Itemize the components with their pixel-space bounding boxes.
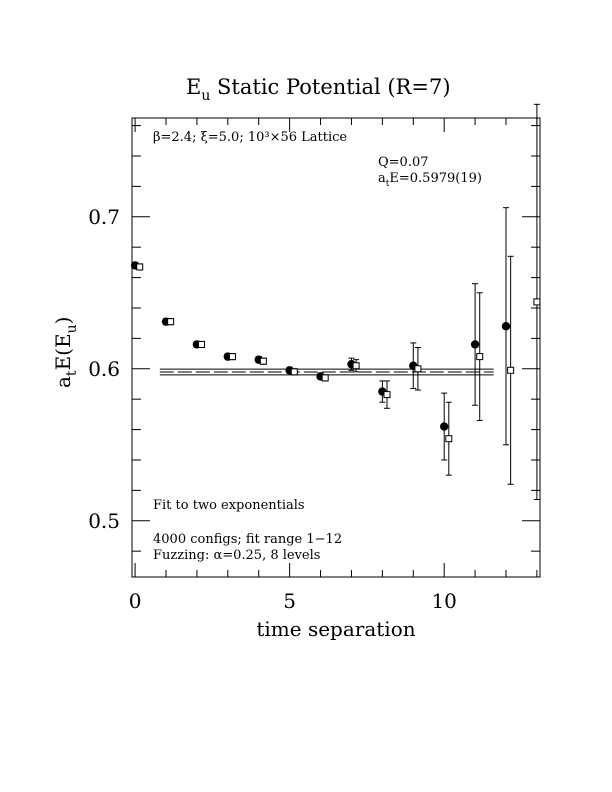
marker-square — [445, 435, 453, 443]
data-point-square — [290, 368, 298, 376]
marker-square — [476, 353, 484, 361]
data-point-circle — [501, 207, 511, 446]
x-tick-label: 10 — [431, 589, 456, 613]
fuzzing-annotation: Fuzzing: α=0.25, 8 levels — [153, 548, 320, 563]
configs-annotation: 4000 configs; fit range 1−12 — [153, 532, 342, 547]
marker-square — [259, 357, 267, 365]
marker-square — [321, 374, 329, 382]
data-point-square — [414, 347, 422, 391]
y-tick-label: 0.6 — [88, 357, 120, 381]
marker-circle — [501, 322, 511, 331]
data-point-square — [321, 374, 329, 382]
lattice-annotation: β=2.4; ξ=5.0; 10³×56 Lattice — [153, 130, 347, 145]
data-point-square — [533, 103, 541, 500]
plot-frame — [131, 117, 541, 578]
fit-type-annotation: Fit to two exponentials — [153, 498, 305, 513]
data-point-square — [136, 263, 144, 271]
fit-energy-annotation: atE=0.5979(19) — [378, 171, 482, 189]
marker-square — [136, 263, 144, 271]
data-point-circle — [470, 283, 480, 406]
axis-tick-labels: 0 5 10 0.5 0.6 0.7 — [88, 205, 457, 613]
marker-circle — [470, 340, 480, 349]
marker-square — [507, 366, 515, 374]
data-point-circle — [439, 392, 449, 461]
y-tick-label: 0.5 — [88, 509, 120, 533]
axis-ticks — [132, 118, 540, 577]
x-tick-label: 0 — [129, 589, 142, 613]
marker-square — [167, 318, 175, 326]
q-annotation: Q=0.07 — [378, 155, 429, 170]
chart-title: Eu Static Potential (R=7) — [186, 75, 451, 104]
data-point-square — [228, 353, 236, 361]
data-point-square — [352, 359, 360, 373]
marker-circle — [439, 422, 449, 431]
marker-square — [352, 362, 360, 370]
x-axis-label: time separation — [256, 617, 415, 641]
marker-square — [228, 353, 236, 361]
x-tick-label: 5 — [283, 589, 296, 613]
data-point-square — [476, 292, 484, 421]
marker-square — [383, 391, 391, 399]
marker-square — [414, 365, 422, 373]
marker-square — [533, 298, 541, 306]
marker-square — [198, 340, 206, 348]
data-point-square — [445, 401, 453, 476]
data-point-square — [383, 380, 391, 409]
data-point-square — [507, 255, 515, 485]
data-markers — [130, 103, 541, 500]
marker-square — [290, 368, 298, 376]
y-axis-label: atE(Eu) — [51, 317, 80, 388]
data-point-square — [198, 340, 206, 348]
data-point-square — [259, 357, 267, 365]
data-point-square — [167, 318, 175, 326]
y-tick-label: 0.7 — [88, 205, 120, 229]
fit-band — [159, 368, 494, 376]
